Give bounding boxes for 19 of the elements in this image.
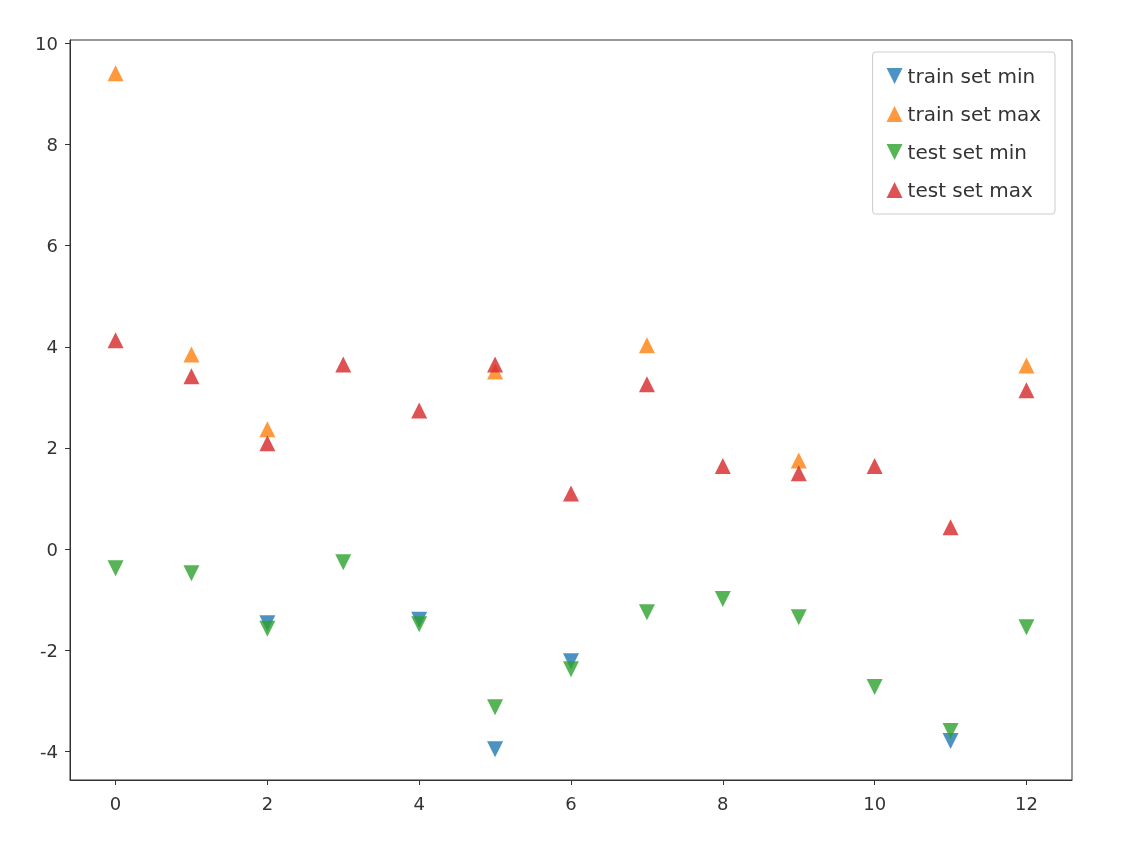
x-tick-label: 4 xyxy=(413,792,425,814)
legend-label: test set min xyxy=(907,140,1027,164)
y-tick-label: 0 xyxy=(46,538,58,560)
x-tick-label: 10 xyxy=(863,792,887,814)
y-tick-label: 8 xyxy=(46,134,58,156)
x-tick-label: 0 xyxy=(109,792,122,814)
y-tick-label: -4 xyxy=(40,740,58,762)
legend-label: train set max xyxy=(907,102,1042,126)
y-tick-label: 10 xyxy=(35,33,58,55)
legend-label: test set max xyxy=(907,178,1034,202)
x-tick-label: 8 xyxy=(717,792,729,814)
y-tick-label: -2 xyxy=(40,639,58,661)
y-tick-label: 4 xyxy=(46,336,58,358)
x-tick-label: 6 xyxy=(565,792,577,814)
x-tick-label: 12 xyxy=(1015,792,1038,814)
y-tick-label: 2 xyxy=(46,437,58,459)
x-tick-label: 2 xyxy=(261,792,274,814)
y-tick-label: 6 xyxy=(46,235,58,257)
legend-label: train set min xyxy=(907,64,1036,88)
